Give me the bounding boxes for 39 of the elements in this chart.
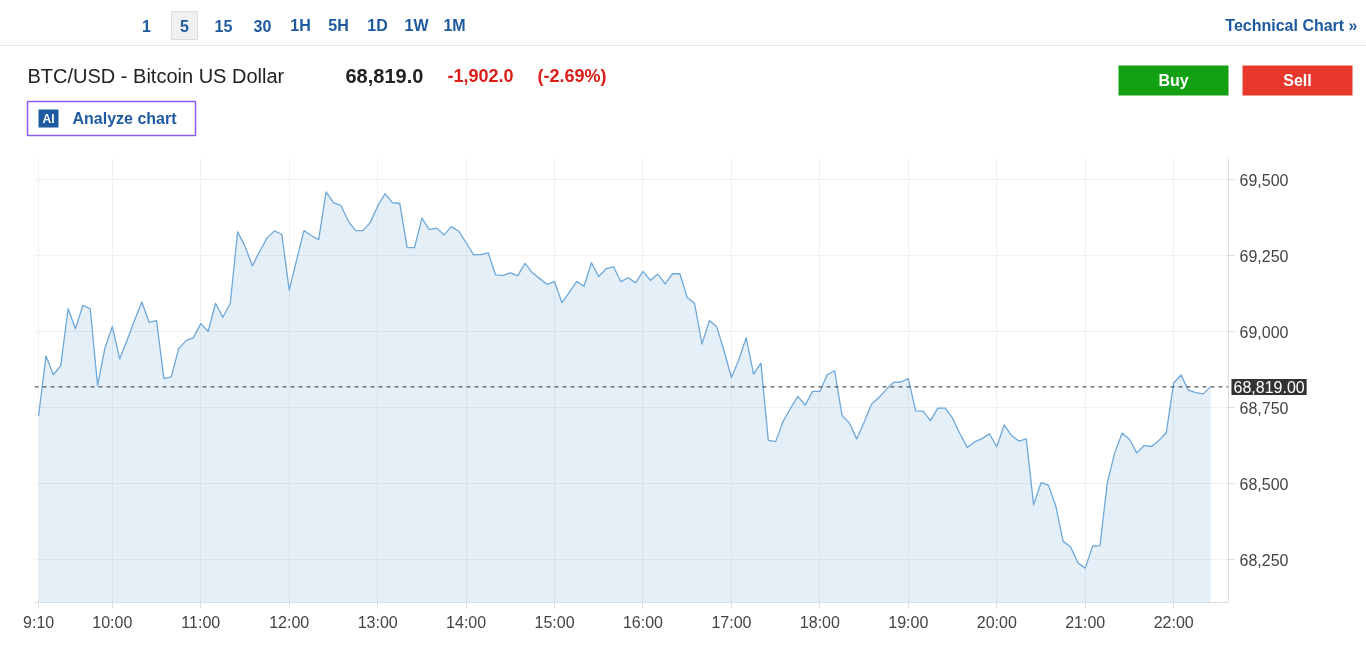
text: AI [42, 111, 55, 126]
text: (-2.69%) [537, 65, 607, 86]
text: 1D [367, 17, 388, 34]
x-tick-label: 21:00 [1065, 613, 1106, 631]
x-tick-label: 18:00 [799, 613, 841, 631]
text: Sell [1283, 72, 1312, 89]
y-tick-label: 69,500 [1239, 171, 1289, 189]
y-tick-label: 69,250 [1239, 247, 1289, 265]
x-tick-label: 9:10 [23, 613, 55, 631]
x-tick-label: 17:00 [711, 613, 752, 631]
text: 5H [328, 17, 349, 34]
x-tick-label: 11:00 [181, 613, 221, 631]
x-tick-label: 14:00 [446, 613, 487, 631]
x-tick-label: 20:00 [976, 613, 1017, 631]
x-tick-label: 13:00 [357, 613, 398, 631]
text: Technical Chart » [1225, 17, 1358, 34]
x-tick-label: 16:00 [622, 613, 664, 631]
text: 30 [253, 17, 272, 35]
text: 1 [142, 17, 152, 35]
text: 68,819.0 [345, 64, 424, 87]
y-tick-label: 69,000 [1239, 323, 1289, 341]
x-tick-label: 12:00 [269, 613, 310, 631]
text: 1M [443, 17, 466, 34]
x-tick-label: 19:00 [888, 613, 929, 631]
text: 15 [214, 17, 233, 35]
x-tick-label: 15:00 [534, 613, 575, 631]
y-tick-label: 68,750 [1239, 399, 1289, 417]
text: 1W [404, 17, 430, 34]
text: 5 [180, 17, 190, 35]
ref-line-label: 68,819.00 [1233, 378, 1305, 396]
y-tick-label: 68,250 [1239, 551, 1289, 569]
x-tick-label: 22:00 [1153, 613, 1194, 631]
text: -1,902.0 [447, 66, 514, 86]
text: Buy [1158, 72, 1189, 89]
x-tick-label: 10:00 [92, 613, 133, 631]
text: Analyze chart [72, 110, 178, 127]
y-tick-label: 68,500 [1239, 475, 1289, 493]
text: 1H [290, 17, 311, 34]
chart-title: BTC/USD - Bitcoin US Dollar [27, 64, 285, 87]
